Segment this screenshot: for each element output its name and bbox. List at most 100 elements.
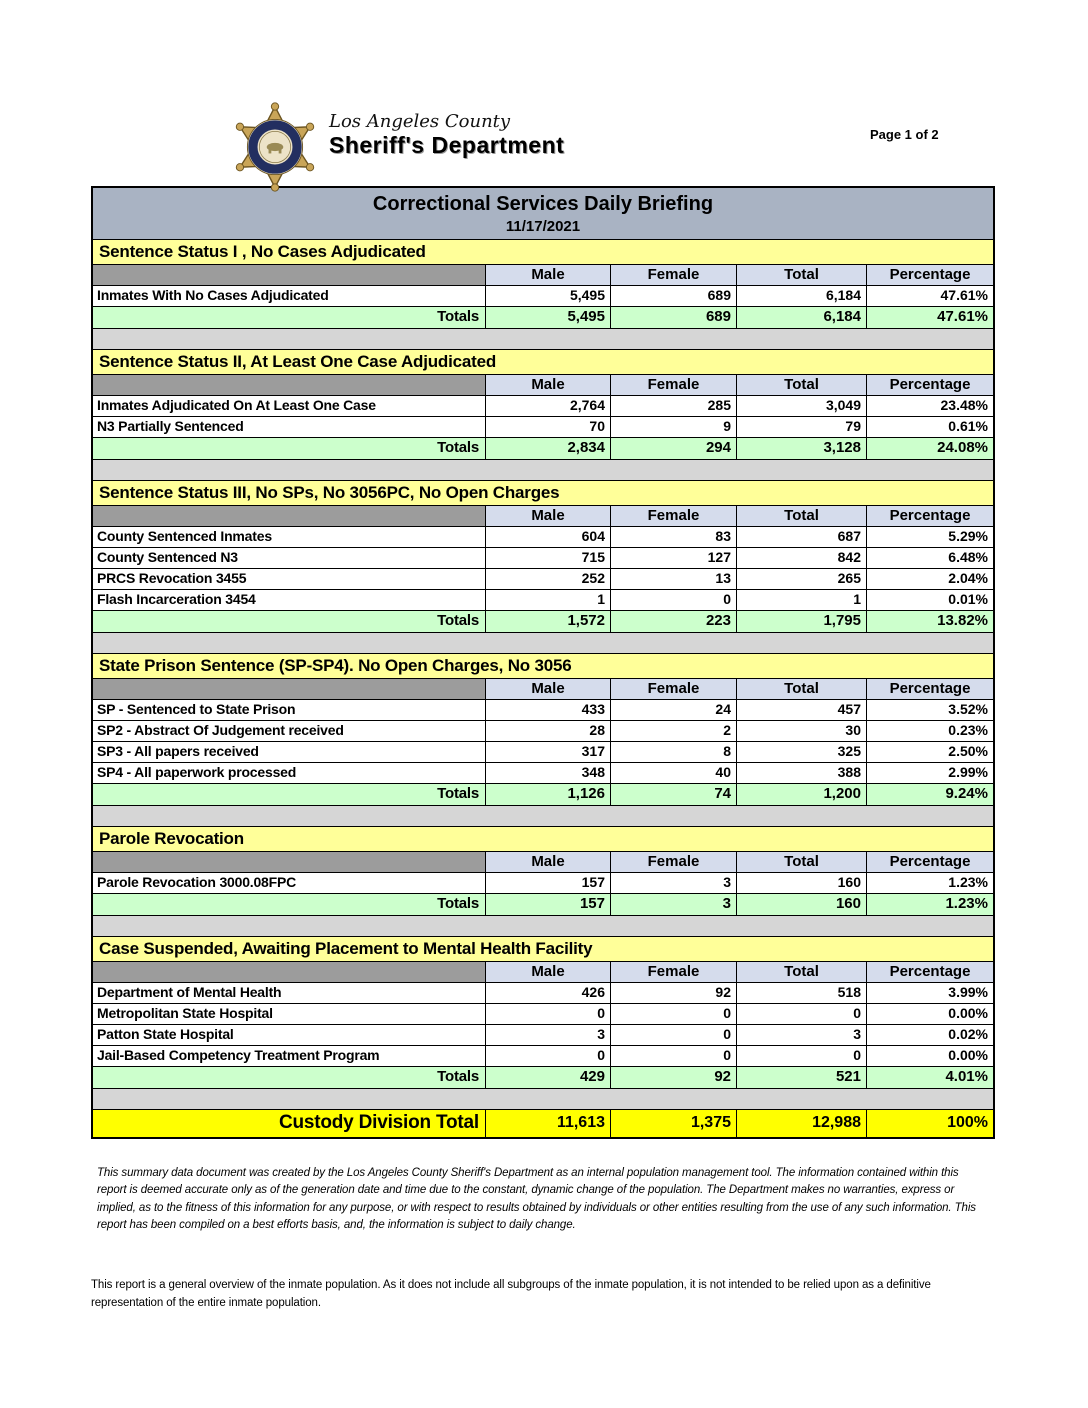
column-header-female: Female [610, 375, 736, 395]
section-title: Case Suspended, Awaiting Placement to Me… [93, 937, 993, 962]
column-header-female: Female [610, 962, 736, 982]
cell-male: 317 [485, 742, 610, 762]
table-row: County Sentenced N3 715 127 842 6.48% [93, 548, 993, 569]
row-label: County Sentenced N3 [93, 548, 485, 568]
table-row: Inmates Adjudicated On At Least One Case… [93, 396, 993, 417]
cell-percentage: 0.00% [866, 1046, 993, 1066]
cell-male: 426 [485, 983, 610, 1003]
totals-row: Totals 1,572 223 1,795 13.82% [93, 611, 993, 633]
table-row: Metropolitan State Hospital 0 0 0 0.00% [93, 1004, 993, 1025]
column-header-total: Total [736, 265, 866, 285]
column-header-spacer [93, 852, 485, 872]
cell-total: 0 [736, 1046, 866, 1066]
column-header-row: Male Female Total Percentage [93, 265, 993, 286]
cell-percentage: 6.48% [866, 548, 993, 568]
table-row: N3 Partially Sentenced 70 9 79 0.61% [93, 417, 993, 438]
column-header-male: Male [485, 852, 610, 872]
cell-total: 3,049 [736, 396, 866, 416]
row-label: Inmates Adjudicated On At Least One Case [93, 396, 485, 416]
row-label: SP3 - All papers received [93, 742, 485, 762]
totals-male: 2,834 [485, 438, 610, 459]
cell-male: 433 [485, 700, 610, 720]
totals-row: Totals 2,834 294 3,128 24.08% [93, 438, 993, 460]
column-header-percentage: Percentage [866, 265, 993, 285]
cell-total: 457 [736, 700, 866, 720]
totals-label: Totals [93, 611, 485, 632]
column-header-percentage: Percentage [866, 852, 993, 872]
column-header-row: Male Female Total Percentage [93, 852, 993, 873]
report-title: Correctional Services Daily Briefing [372, 193, 714, 215]
totals-percentage: 13.82% [866, 611, 993, 632]
section-gap [93, 460, 993, 481]
section-gap [93, 1089, 993, 1110]
cell-percentage: 2.04% [866, 569, 993, 589]
section-title: State Prison Sentence (SP-SP4). No Open … [93, 654, 993, 679]
totals-label: Totals [93, 1067, 485, 1088]
report-section: Sentence Status I , No Cases Adjudicated… [93, 240, 993, 329]
section-title: Parole Revocation [93, 827, 993, 852]
cell-total: 3 [736, 1025, 866, 1045]
column-header-male: Male [485, 506, 610, 526]
report-section: State Prison Sentence (SP-SP4). No Open … [93, 654, 993, 806]
column-header-percentage: Percentage [866, 962, 993, 982]
totals-percentage: 4.01% [866, 1067, 993, 1088]
cell-percentage: 0.61% [866, 417, 993, 437]
table-row: Parole Revocation 3000.08FPC 157 3 160 1.23% [93, 873, 993, 894]
cell-total: 518 [736, 983, 866, 1003]
section-title: Sentence Status I , No Cases Adjudicated [93, 240, 993, 265]
column-header-row: Male Female Total Percentage [93, 679, 993, 700]
row-label: Parole Revocation 3000.08FPC [93, 873, 485, 893]
table-row: Department of Mental Health 426 92 518 3.99% [93, 983, 993, 1004]
table-row: SP3 - All papers received 317 8 325 2.50% [93, 742, 993, 763]
totals-male: 157 [485, 894, 610, 915]
cell-female: 0 [610, 1025, 736, 1045]
section-gap [93, 329, 993, 350]
report-header: Los Angeles County Sheriff's Department … [91, 102, 995, 192]
totals-percentage: 9.24% [866, 784, 993, 805]
page-indicator: Page 1 of 2 [870, 127, 939, 142]
agency-name: Los Angeles County Sheriff's Department [329, 112, 565, 158]
totals-female: 223 [610, 611, 736, 632]
cell-percentage: 2.50% [866, 742, 993, 762]
cell-female: 24 [610, 700, 736, 720]
column-header-percentage: Percentage [866, 375, 993, 395]
column-header-male: Male [485, 679, 610, 699]
row-label: Inmates With No Cases Adjudicated [93, 286, 485, 306]
cell-male: 348 [485, 763, 610, 783]
cell-female: 83 [610, 527, 736, 547]
row-label: PRCS Revocation 3455 [93, 569, 485, 589]
column-header-male: Male [485, 375, 610, 395]
cell-male: 5,495 [485, 286, 610, 306]
row-label: N3 Partially Sentenced [93, 417, 485, 437]
column-header-total: Total [736, 375, 866, 395]
table-row: County Sentenced Inmates 604 83 687 5.29% [93, 527, 993, 548]
table-row: SP - Sentenced to State Prison 433 24 457 3.… [93, 700, 993, 721]
row-label: County Sentenced Inmates [93, 527, 485, 547]
cell-percentage: 2.99% [866, 763, 993, 783]
disclaimer-text: This summary data document was created b… [97, 1167, 976, 1231]
row-label: Patton State Hospital [93, 1025, 485, 1045]
cell-percentage: 23.48% [866, 396, 993, 416]
section-title: Sentence Status II, At Least One Case Ad… [93, 350, 993, 375]
row-label: Metropolitan State Hospital [93, 1004, 485, 1024]
table-row: Flash Incarceration 3454 1 0 1 0.01% [93, 590, 993, 611]
column-header-percentage: Percentage [866, 506, 993, 526]
agency-department-label: Sheriff's Department [329, 131, 565, 158]
cell-male: 0 [485, 1046, 610, 1066]
cell-total: 265 [736, 569, 866, 589]
cell-male: 157 [485, 873, 610, 893]
totals-percentage: 24.08% [866, 438, 993, 459]
report-section: Parole Revocation Male Female Total Percenta… [93, 827, 993, 916]
cell-percentage: 3.52% [866, 700, 993, 720]
column-header-female: Female [610, 852, 736, 872]
report-sections: Sentence Status I , No Cases Adjudicated… [93, 240, 993, 1110]
totals-label: Totals [93, 438, 485, 459]
cell-percentage: 0.23% [866, 721, 993, 741]
column-header-spacer [93, 962, 485, 982]
table-row: Jail-Based Competency Treatment Program 0… [93, 1046, 993, 1067]
section-gap [93, 633, 993, 654]
row-label: SP - Sentenced to State Prison [93, 700, 485, 720]
cell-male: 3 [485, 1025, 610, 1045]
custody-division-total-row: Custody Division Total 11,613 1,375 12,9… [93, 1110, 993, 1137]
